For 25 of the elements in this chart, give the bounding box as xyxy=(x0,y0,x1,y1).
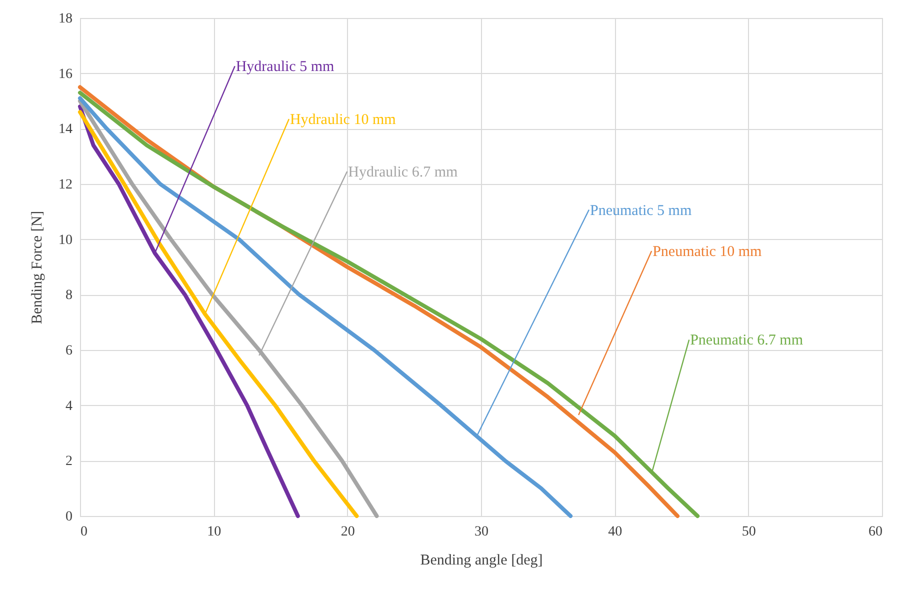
annotation: Hydraulic 10 mm xyxy=(290,112,396,128)
y-tick-label: 2 xyxy=(66,454,72,470)
annotation: Pneumatic 10 mm xyxy=(652,244,762,260)
y-tick-label: 8 xyxy=(66,288,72,304)
y-tick-label: 12 xyxy=(58,178,72,192)
y-tick-label: 16 xyxy=(58,66,72,82)
y-axis-title: Bending Force [N] xyxy=(30,210,46,324)
x-tick-label: 10 xyxy=(207,524,222,540)
x-tick-label: 0 xyxy=(80,524,88,540)
y-tick-label: 10 xyxy=(58,232,72,248)
y-tick-label: 0 xyxy=(66,510,72,524)
y-tick-label: 18 xyxy=(58,12,72,26)
y-tick-label: 14 xyxy=(58,122,72,138)
x-tick-label: 40 xyxy=(608,524,622,540)
annotation: Pneumatic 6.7 mm xyxy=(690,332,804,349)
x-tick-label: 50 xyxy=(742,524,756,540)
annotation: Hydraulic 6.7 mm xyxy=(348,164,458,181)
annotation: Hydraulic 5 mm xyxy=(236,59,334,76)
x-axis-title: Bending angle [deg] xyxy=(420,552,543,568)
y-tick-label: 6 xyxy=(66,344,72,358)
x-tick-label: 60 xyxy=(868,524,882,540)
y-tick-label: 4 xyxy=(66,398,72,414)
x-tick-label: 20 xyxy=(340,524,355,540)
x-tick-label: 30 xyxy=(474,524,488,540)
annotation: Pneumatic 5 mm xyxy=(590,202,692,219)
